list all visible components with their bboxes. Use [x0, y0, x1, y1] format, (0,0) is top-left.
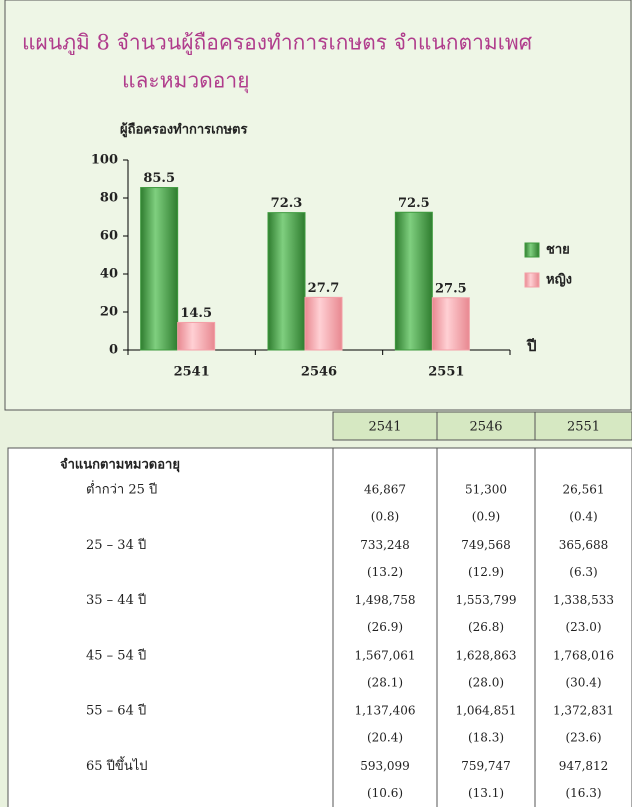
cell-value: 1,628,863: [455, 648, 516, 662]
cell-share: (26.8): [468, 620, 504, 634]
cell-share: (18.3): [468, 731, 504, 745]
cell-share: (13.2): [367, 565, 403, 579]
cell-value: 593,099: [360, 759, 410, 773]
cell-value: 1,064,851: [455, 704, 516, 718]
header-cell: [332, 411, 438, 441]
cell-share: (28.1): [367, 675, 403, 689]
cell-value: 759,747: [461, 759, 511, 773]
header-cell: [436, 411, 536, 441]
row-label: ต่ำกว่า 25 ปี: [86, 481, 157, 498]
y-tick-label: 0: [109, 343, 118, 358]
cell-value: 1,553,799: [455, 593, 516, 607]
column-header: 2546: [469, 420, 502, 435]
title-line: แผนภูมิ 8 จำนวนผู้ถือครองทำการเกษตร จำแน…: [22, 31, 533, 56]
section-label: จำแนกตามหมวดอายุ: [60, 457, 180, 473]
cell-share: (20.4): [367, 731, 403, 745]
bar-value-label: 14.5: [180, 306, 212, 321]
cell-value: 1,372,831: [553, 704, 614, 718]
row-label: 65 ปีขึ้นไป: [86, 756, 148, 774]
cell-share: (12.9): [468, 565, 504, 579]
cell-value: 51,300: [465, 483, 507, 497]
bar: [267, 212, 306, 351]
cell-share: (0.8): [371, 510, 399, 524]
y-tick-label: 80: [100, 191, 118, 206]
cell-share: (6.3): [569, 565, 597, 579]
body-label-cell: [7, 447, 334, 807]
cell-value: 1,768,016: [553, 648, 614, 662]
cell-share: (30.4): [565, 675, 601, 689]
bar: [394, 211, 433, 351]
cell-share: (0.9): [472, 510, 500, 524]
column-header: 2551: [567, 420, 600, 435]
bar-value-label: 85.5: [143, 171, 175, 186]
cell-share: (26.9): [367, 620, 403, 634]
cell-value: 1,498,758: [354, 593, 415, 607]
y-axis-label: ผู้ถือครองทำการเกษตร: [120, 122, 247, 138]
x-axis-label: ปี: [526, 337, 536, 355]
cell-share: (23.6): [565, 731, 601, 745]
x-tick-label: 2546: [301, 365, 337, 380]
row-label: 25 – 34 ปี: [86, 537, 146, 553]
bar-value-label: 72.5: [398, 196, 430, 211]
bar-value-label: 72.3: [271, 196, 303, 211]
cell-value: 749,568: [461, 538, 511, 552]
cell-share: (23.0): [565, 620, 601, 634]
body-column: [332, 447, 438, 807]
y-tick-label: 60: [100, 229, 118, 244]
x-tick-label: 2541: [174, 365, 210, 380]
cell-value: 365,688: [559, 538, 609, 552]
row-label: 55 – 64 ปี: [86, 703, 146, 719]
body-column: [436, 447, 536, 807]
bar: [140, 187, 179, 351]
cell-value: 46,867: [364, 483, 406, 497]
cell-share: (13.1): [468, 786, 504, 800]
bar-value-label: 27.5: [435, 281, 467, 296]
cell-value: 1,338,533: [553, 593, 614, 607]
cell-share: (0.4): [569, 510, 597, 524]
legend-label: ชาย: [546, 243, 570, 258]
y-tick-label: 20: [100, 305, 118, 320]
header-cell: [534, 411, 632, 441]
y-tick-label: 100: [91, 153, 118, 168]
bar-value-label: 27.7: [308, 281, 340, 296]
legend-swatch: [524, 272, 540, 288]
bar: [431, 297, 470, 351]
y-tick-label: 40: [100, 267, 118, 282]
column-header: 2541: [368, 420, 401, 435]
title-line: และหมวดอายุ: [122, 69, 250, 94]
cell-share: (16.3): [565, 786, 601, 800]
cell-value: 733,248: [360, 538, 410, 552]
body-column: [534, 447, 632, 807]
row-label: 35 – 44 ปี: [86, 592, 146, 608]
legend-swatch: [524, 242, 540, 258]
cell-share: (10.6): [367, 786, 403, 800]
bar: [177, 321, 216, 351]
cell-value: 26,561: [563, 483, 605, 497]
row-label: 45 – 54 ปี: [86, 647, 146, 663]
legend-label: หญิง: [546, 273, 572, 288]
cell-share: (28.0): [468, 675, 504, 689]
cell-value: 947,812: [559, 759, 609, 773]
cell-value: 1,567,061: [354, 648, 415, 662]
cell-value: 1,137,406: [354, 704, 415, 718]
x-tick-label: 2551: [428, 365, 464, 380]
bar: [304, 296, 343, 351]
